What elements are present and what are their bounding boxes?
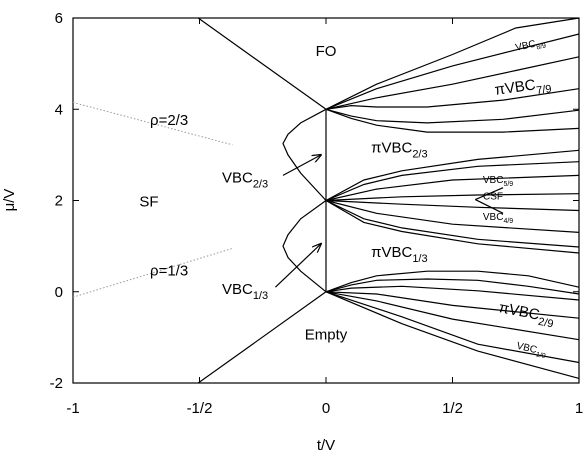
lobe-lower: [282, 200, 327, 293]
region-label-vbc19: VBC1/9: [515, 341, 548, 361]
fan-2-b: [325, 161, 580, 202]
fan-0-g: [325, 291, 580, 379]
x-tick-label: 1/2: [442, 400, 463, 417]
fan-4-f: [325, 108, 580, 133]
vbc-2-3-arrow: [282, 155, 321, 176]
fan-0-b: [325, 278, 580, 295]
region-label-sf: SF: [139, 193, 158, 210]
fan-2-f: [325, 199, 580, 233]
region-label-empty: Empty: [305, 327, 348, 344]
csf-wedge-lower: [475, 199, 504, 214]
fan-2-g: [325, 199, 580, 248]
fan-2-e: [325, 199, 580, 212]
x-tick-label: -1: [66, 400, 79, 417]
y-tick-label: -2: [50, 375, 63, 392]
fan-0-f: [325, 291, 580, 364]
fan-0-a: [325, 270, 580, 293]
fan-2-a: [325, 149, 580, 202]
x-tick-label: 1: [575, 400, 583, 417]
fan-0-d: [325, 291, 580, 319]
region-label-vbc13: VBC1/3: [222, 281, 268, 302]
fan-2-h: [325, 199, 580, 254]
region-label-fo: FO: [316, 43, 337, 60]
vbc-1-3-arrow: [274, 244, 321, 288]
region-label-pivbc23: πVBC2/3: [371, 140, 428, 161]
x-axis-label: t/V: [317, 437, 335, 454]
region-label-rho23: ρ=2/3: [150, 112, 188, 129]
region-label-vbc49: VBC4/9: [483, 212, 513, 225]
y-axis-label: μ/V: [1, 189, 18, 212]
region-label-vbc59: VBC5/9: [483, 175, 513, 188]
y-tick-label: 6: [55, 10, 63, 27]
fan-0-e: [325, 291, 580, 341]
fan-2-d: [325, 193, 580, 202]
fan-4-b: [325, 33, 580, 110]
csf-wedge-upper: [475, 187, 504, 201]
sf-boundary-lower-left: [197, 291, 327, 384]
sf-boundary-upper-left: [197, 17, 327, 110]
y-tick-label: 4: [55, 101, 63, 118]
region-label-vbc89: VBC8/9: [514, 37, 546, 56]
fan-4-a: [325, 17, 580, 110]
fan-4-c: [325, 56, 580, 110]
region-label-pivbc13: πVBC1/3: [371, 244, 428, 265]
fan-0-c: [325, 285, 580, 301]
y-tick-label: 0: [55, 284, 63, 301]
x-tick-label: 0: [322, 400, 330, 417]
fan-4-d: [325, 88, 580, 110]
fan-2-c: [325, 174, 580, 202]
rho-2-3-line: [72, 101, 233, 146]
x-tick-label: -1/2: [187, 400, 213, 417]
y-tick-label: 2: [55, 193, 63, 210]
region-label-vbc23: VBC2/3: [222, 169, 268, 190]
region-label-pivbc79: πVBC7/9: [494, 74, 553, 103]
region-label-csf: CSF: [483, 192, 503, 203]
lobe-upper-top: [282, 108, 327, 201]
fan-4-e: [325, 108, 580, 124]
region-label-rho13: ρ=1/3: [150, 262, 188, 279]
